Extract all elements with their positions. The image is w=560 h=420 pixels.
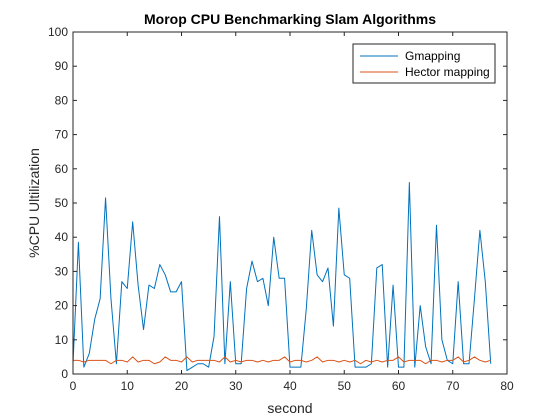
y-axis: 0 10 20 30 40 50 60 70 80 90 100 bbox=[48, 25, 507, 381]
x-tick-label: 10 bbox=[121, 379, 135, 393]
y-tick-label: 0 bbox=[61, 367, 68, 381]
x-tick-label: 50 bbox=[338, 379, 352, 393]
series-line-hector-mapping bbox=[73, 356, 491, 365]
y-tick-label: 80 bbox=[55, 93, 69, 107]
legend-label-hector-mapping: Hector mapping bbox=[405, 65, 490, 79]
x-tick-label: 30 bbox=[229, 379, 243, 393]
y-tick-label: 100 bbox=[48, 25, 68, 39]
x-tick-label: 70 bbox=[446, 379, 460, 393]
x-tick-label: 60 bbox=[392, 379, 406, 393]
x-axis-label: second bbox=[267, 400, 312, 416]
legend: Gmapping Hector mapping bbox=[352, 43, 496, 84]
x-tick-label: 40 bbox=[283, 379, 297, 393]
y-tick-label: 30 bbox=[55, 264, 69, 278]
chart-title: Morop CPU Benchmarking Slam Algorithms bbox=[144, 11, 436, 27]
legend-label-gmapping: Gmapping bbox=[405, 49, 460, 63]
x-axis: 0 10 20 30 40 50 60 70 80 bbox=[70, 32, 514, 393]
y-tick-label: 70 bbox=[55, 128, 69, 142]
x-tick-label: 20 bbox=[175, 379, 189, 393]
y-tick-label: 40 bbox=[55, 230, 69, 244]
y-axis-label: %CPU Ultilization bbox=[26, 148, 42, 258]
y-tick-label: 60 bbox=[55, 162, 69, 176]
x-tick-label: 80 bbox=[500, 379, 514, 393]
series-layer bbox=[72, 181, 492, 372]
y-tick-label: 50 bbox=[55, 196, 69, 210]
y-tick-label: 10 bbox=[55, 333, 69, 347]
y-tick-label: 20 bbox=[55, 299, 69, 313]
legend-box bbox=[352, 43, 496, 84]
x-tick-label: 0 bbox=[70, 379, 77, 393]
y-tick-label: 90 bbox=[55, 59, 69, 73]
series-line-gmapping bbox=[72, 181, 492, 372]
